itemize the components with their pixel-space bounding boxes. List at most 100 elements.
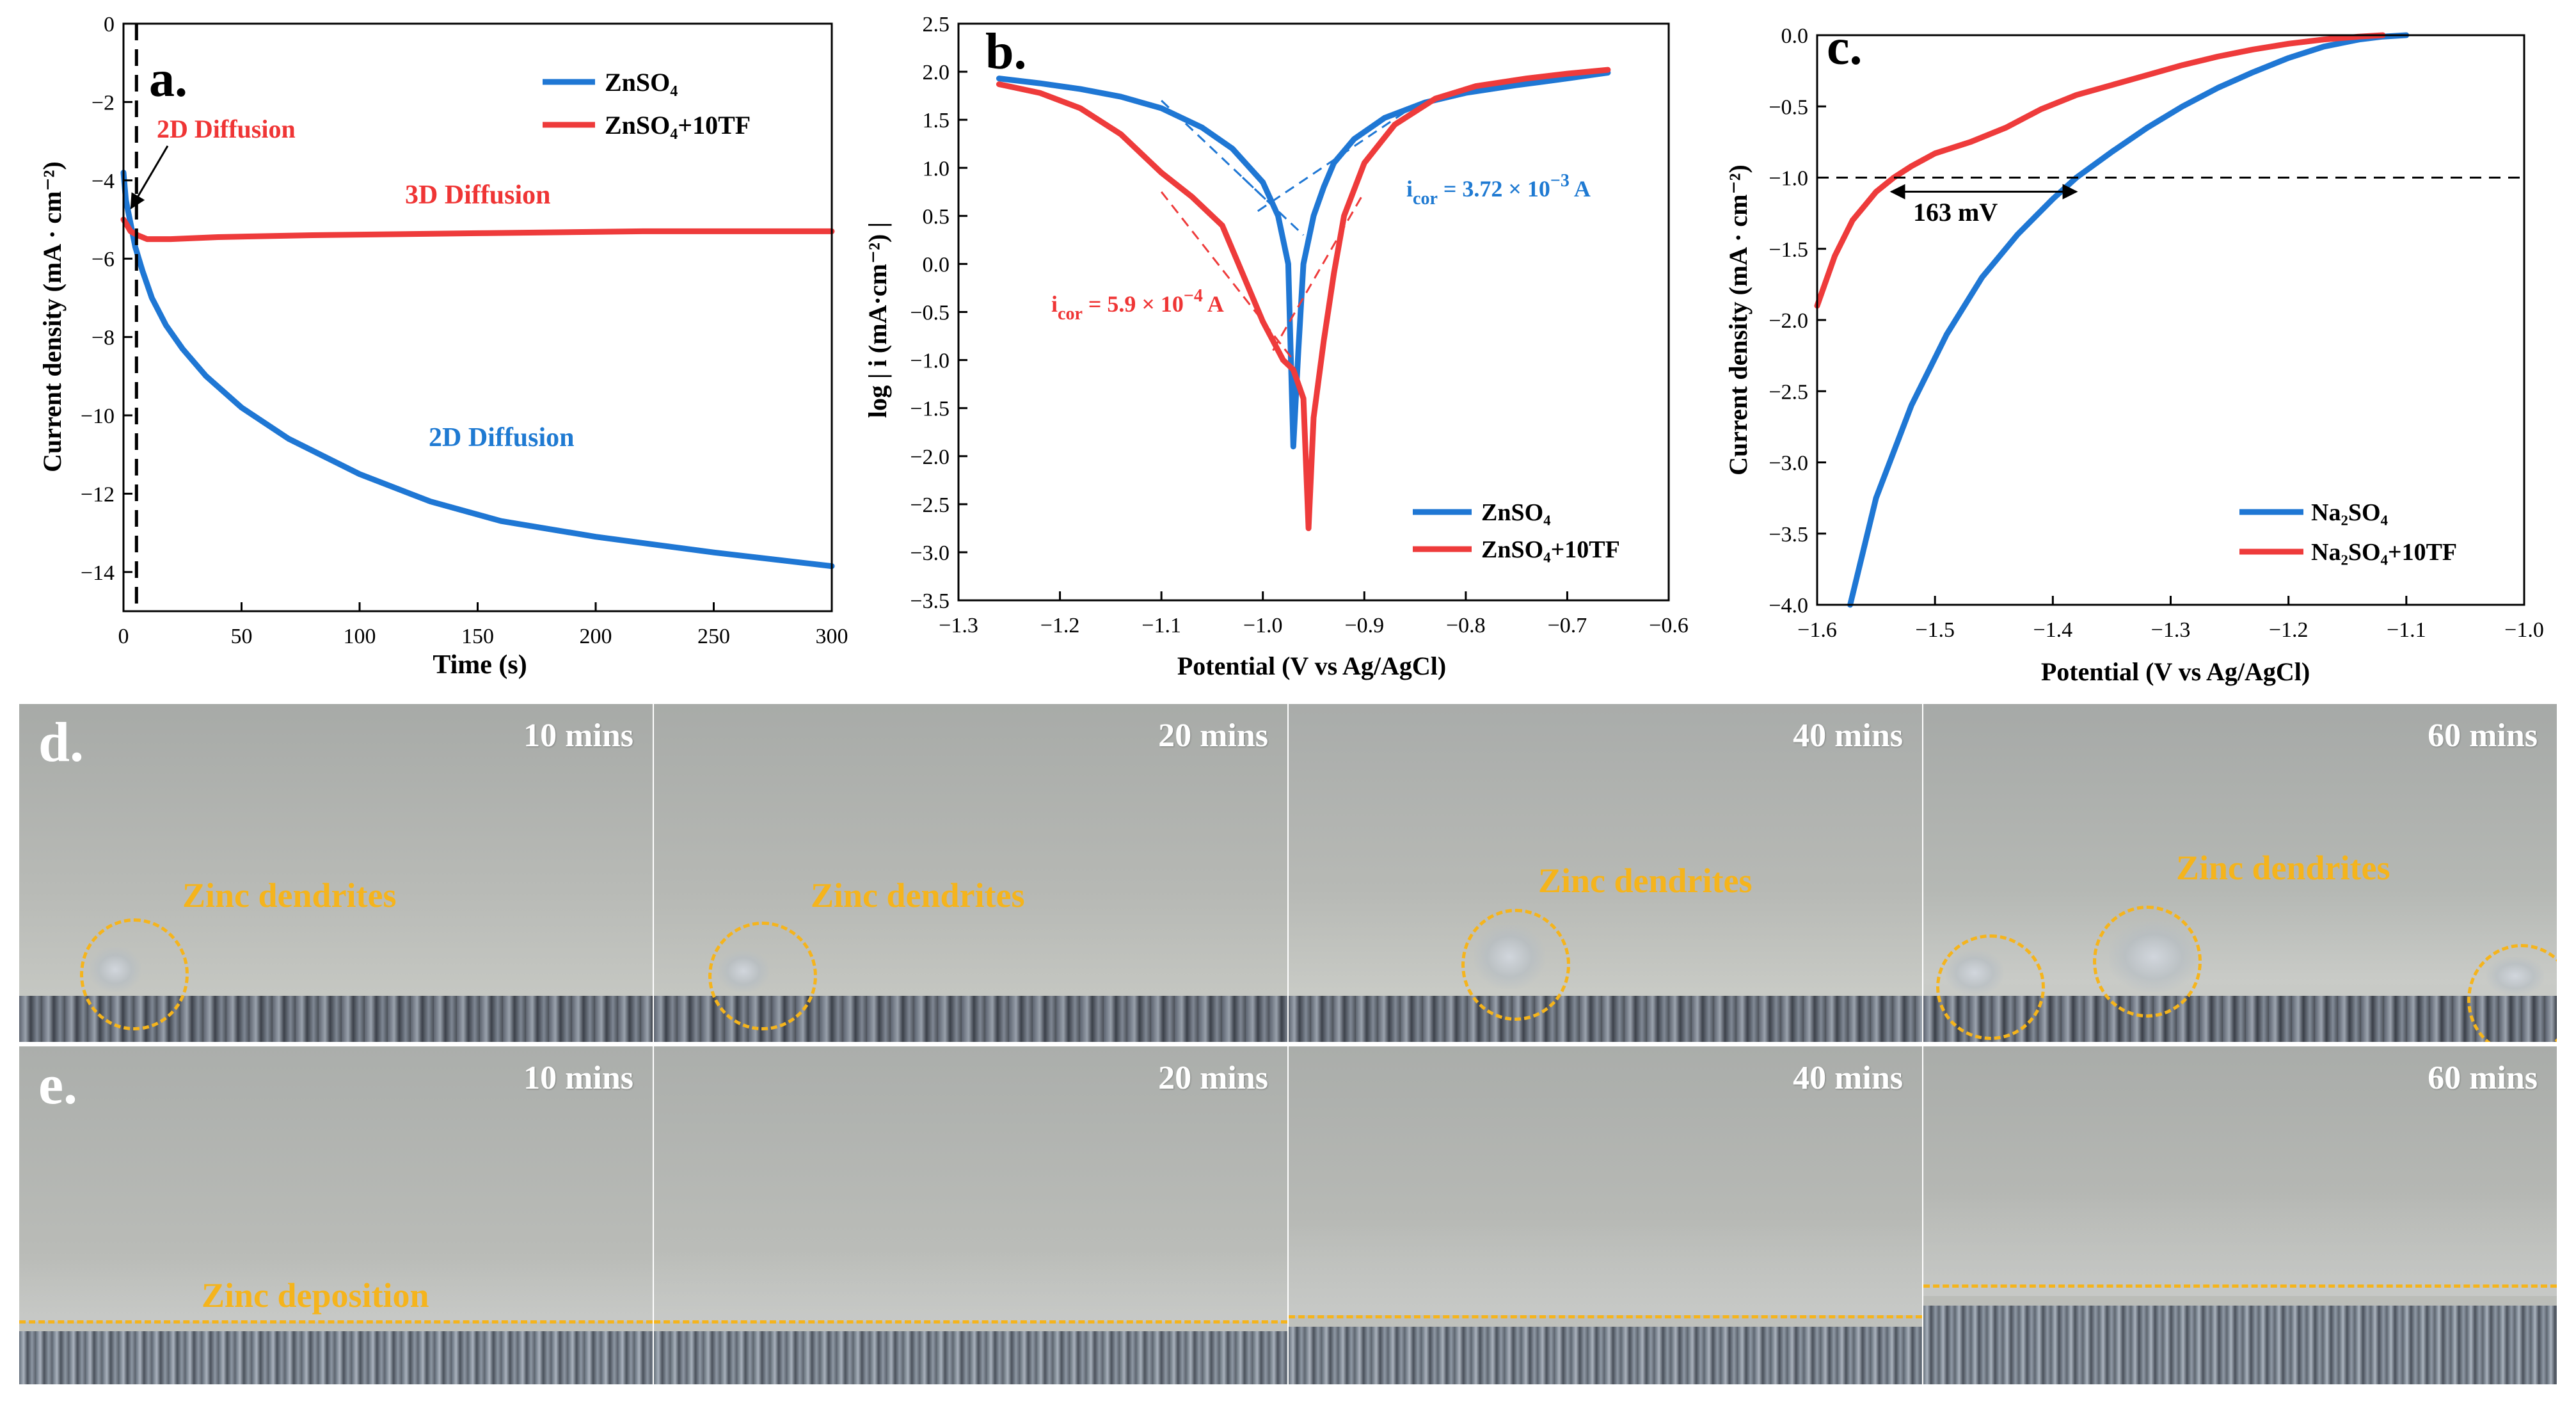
panel-b-chart: −1.3 −1.2 −1.1 −1.0 −0.9 −0.8 −0.7 −0.6 2.5 2.0 1.… (863, 13, 1689, 680)
x-tick-label: −1.1 (2387, 618, 2426, 642)
deposition-haze (1289, 1219, 1922, 1315)
panel-a-legend-label-blue: ZnSO₄ (605, 68, 678, 97)
x-tick-label: −1.2 (1040, 614, 1080, 637)
deposition-haze (1923, 1194, 2557, 1296)
tafel-line-blue (1257, 111, 1406, 212)
x-tick-label: −1.1 (1141, 614, 1181, 637)
x-tick-label: 250 (697, 625, 730, 648)
y-tick-label: −6 (91, 248, 115, 271)
y-tick-label: −14 (81, 561, 115, 585)
x-tick-label: −1.0 (2504, 618, 2544, 642)
photo-time-label: 40 mins (1793, 717, 1903, 754)
x-tick-label: −0.9 (1344, 614, 1384, 637)
photo-background (654, 1046, 1287, 1384)
y-tick-label: 1.5 (923, 109, 950, 132)
panel-b-icor-red-sub: cor (1058, 304, 1083, 324)
photo-background (19, 1046, 653, 1384)
panel-c-ylabel: Current density (mA · cm⁻²) (1724, 164, 1753, 476)
panel-b-icor-blue: icor = 3.72 × 10−3 A (1406, 171, 1591, 209)
deposition-line (19, 1320, 653, 1324)
dendrite-circle (2093, 906, 2202, 1018)
y-tick-label: 2.5 (923, 13, 950, 36)
photo-time-label: 10 mins (523, 1060, 633, 1096)
y-tick-label: −4.0 (1769, 594, 1808, 618)
y-tick-label: −1.0 (1769, 167, 1808, 191)
series-line-blue (1847, 32, 2410, 608)
x-tick-label: −1.6 (1797, 618, 1837, 642)
panel-a-xlabel: Time (s) (433, 650, 527, 680)
y-tick-label: −10 (81, 404, 115, 428)
panel-b-icor-blue-exp: −3 (1550, 171, 1570, 191)
y-tick-label: −0.5 (1769, 95, 1808, 119)
panel-a-annotation-3d: 3D Diffusion (405, 180, 551, 210)
zinc-electrode (654, 1331, 1287, 1384)
photo-e-3: 40 mins (1289, 1046, 1922, 1384)
photo-time-label: 40 mins (1793, 1060, 1903, 1096)
dendrite-circle (80, 918, 189, 1030)
x-tick-label: −1.3 (2151, 618, 2191, 642)
x-tick-label: −1.3 (939, 614, 978, 637)
panel-c-label: c. (1827, 19, 1863, 76)
panel-b-xlabel: Potential (V vs Ag/AgCl) (1177, 652, 1446, 680)
x-tick-label: −1.0 (1243, 614, 1283, 637)
x-tick-label: 200 (580, 625, 612, 648)
panel-c-frame (1816, 34, 2525, 606)
y-tick-label: −2.0 (1769, 309, 1808, 333)
y-tick-label: −12 (81, 483, 115, 506)
y-tick-label: −3.5 (910, 589, 950, 613)
panel-b-icor-blue-sub: cor (1413, 189, 1438, 209)
deposition-haze (19, 1258, 653, 1322)
y-tick-label: 0 (104, 13, 115, 36)
panel-b-icor-red-prefix: i (1051, 291, 1058, 317)
y-tick-label: 0.5 (923, 205, 950, 228)
row-d-label: d. (38, 712, 84, 774)
dendrite-label: Zinc dendrites (2176, 849, 2390, 887)
panel-b-icor-red: icor = 5.9 × 10−4 A (1051, 286, 1224, 324)
panel-b-legend-label-red: ZnSO₄+10TF (1481, 536, 1620, 563)
panel-b-icor-red-exp: −4 (1184, 286, 1203, 306)
y-tick-label: −3.5 (1769, 523, 1808, 547)
y-tick-label: −2.5 (1769, 380, 1808, 404)
panel-a-label: a. (149, 51, 187, 108)
panel-c-legend-label-blue: Na₂SO₄ (2311, 499, 2389, 526)
x-tick-label: 0 (118, 625, 129, 648)
x-tick-label: −1.5 (1915, 618, 1955, 642)
panel-b-label: b. (985, 24, 1027, 80)
y-tick-label: 0.0 (1781, 24, 1809, 48)
tafel-line-red (1272, 191, 1365, 351)
panel-b-legend: ZnSO₄ ZnSO₄+10TF (1413, 499, 1620, 563)
photo-time-label: 20 mins (1158, 717, 1268, 754)
panel-a-legend: ZnSO₄ ZnSO₄+10TF (543, 68, 751, 140)
panel-a-annotation-arrow (130, 145, 169, 210)
y-tick-label: −8 (91, 326, 115, 350)
panel-b-icor-red-value: = 5.9 × 10 (1083, 291, 1184, 317)
panel-a-annotation-2d-red: 2D Diffusion (157, 115, 296, 143)
photo-e-1: e. 10 mins Zinc deposition (19, 1046, 653, 1384)
dendrite-circle (708, 922, 817, 1030)
series-line-blue (120, 170, 835, 570)
photo-time-label: 60 mins (2428, 1060, 2538, 1096)
dendrite-circle (1936, 934, 2045, 1040)
y-tick-label: −1.0 (910, 349, 950, 373)
panel-b-icor-blue-value: = 3.72 × 10 (1438, 176, 1550, 202)
y-tick-label: 0.0 (923, 253, 950, 276)
x-tick-label: −1.4 (2033, 618, 2072, 642)
zinc-electrode (19, 1331, 653, 1384)
deposition-haze (654, 1251, 1287, 1322)
dendrite-circle (2467, 944, 2557, 1042)
y-tick-label: −2.5 (910, 493, 950, 517)
photo-d-3: 40 mins Zinc dendrites (1289, 704, 1922, 1042)
photo-e-2: 20 mins (654, 1046, 1287, 1384)
y-tick-label: −3.0 (1769, 452, 1808, 476)
y-tick-label: 2.0 (923, 61, 950, 84)
photo-d-2: 20 mins Zinc dendrites (654, 704, 1287, 1042)
panel-b-icor-blue-prefix: i (1406, 176, 1413, 202)
x-tick-label: −0.7 (1548, 614, 1587, 637)
series-line-red (1814, 32, 2386, 309)
photo-time-label: 10 mins (523, 717, 633, 754)
panel-b-ylabel: log | i (mA·cm⁻²) | (863, 222, 892, 418)
zinc-electrode (1289, 1327, 1922, 1384)
x-tick-label: 150 (461, 625, 494, 648)
